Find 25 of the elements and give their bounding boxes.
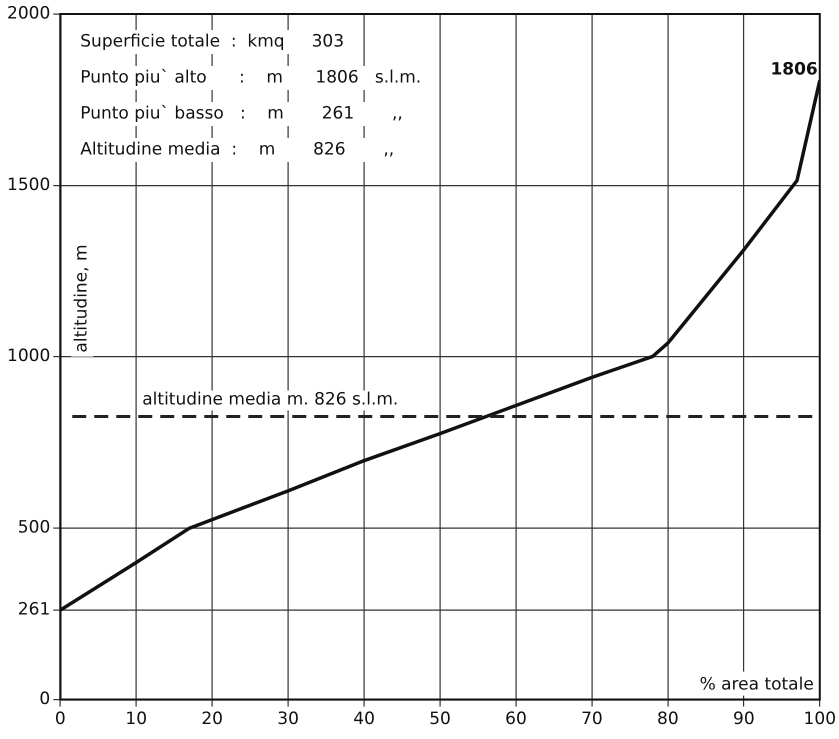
x-tick-label: 30	[277, 709, 299, 730]
x-tick-label: 0	[54, 709, 66, 730]
x-tick-label: 50	[429, 709, 451, 730]
y-tick-label: 1500	[7, 174, 50, 195]
y-tick-label: 1000	[7, 346, 50, 366]
x-axis-title: % area totale	[700, 674, 814, 695]
x-tick-label: 80	[657, 709, 679, 730]
annotation: Punto piu` alto : m 1806 s.l.m.	[80, 67, 422, 88]
y-tick-label: 2000	[7, 3, 50, 24]
annotation: Superficie totale : kmq 303	[80, 31, 344, 52]
x-tick-label: 60	[505, 709, 527, 730]
x-tick-label: 100	[804, 709, 836, 730]
y-axis-title: altitudine, m	[72, 244, 92, 353]
annotation: Punto piu` basso : m 261 ,,	[80, 103, 403, 124]
x-tick-label: 40	[353, 709, 375, 730]
data-label: 1806	[770, 59, 818, 80]
y-tick-label: 500	[18, 518, 50, 538]
x-tick-label: 90	[733, 709, 755, 730]
y-tick-label: 261	[18, 600, 50, 620]
annotation: Altitudine media : m 826 ,,	[80, 139, 394, 160]
x-tick-label: 20	[201, 709, 223, 730]
ref-line-label: altitudine media m. 826 s.l.m.	[142, 389, 398, 410]
x-tick-label: 70	[581, 709, 603, 730]
x-tick-label: 10	[125, 709, 148, 730]
y-tick-label: 0	[39, 689, 50, 710]
